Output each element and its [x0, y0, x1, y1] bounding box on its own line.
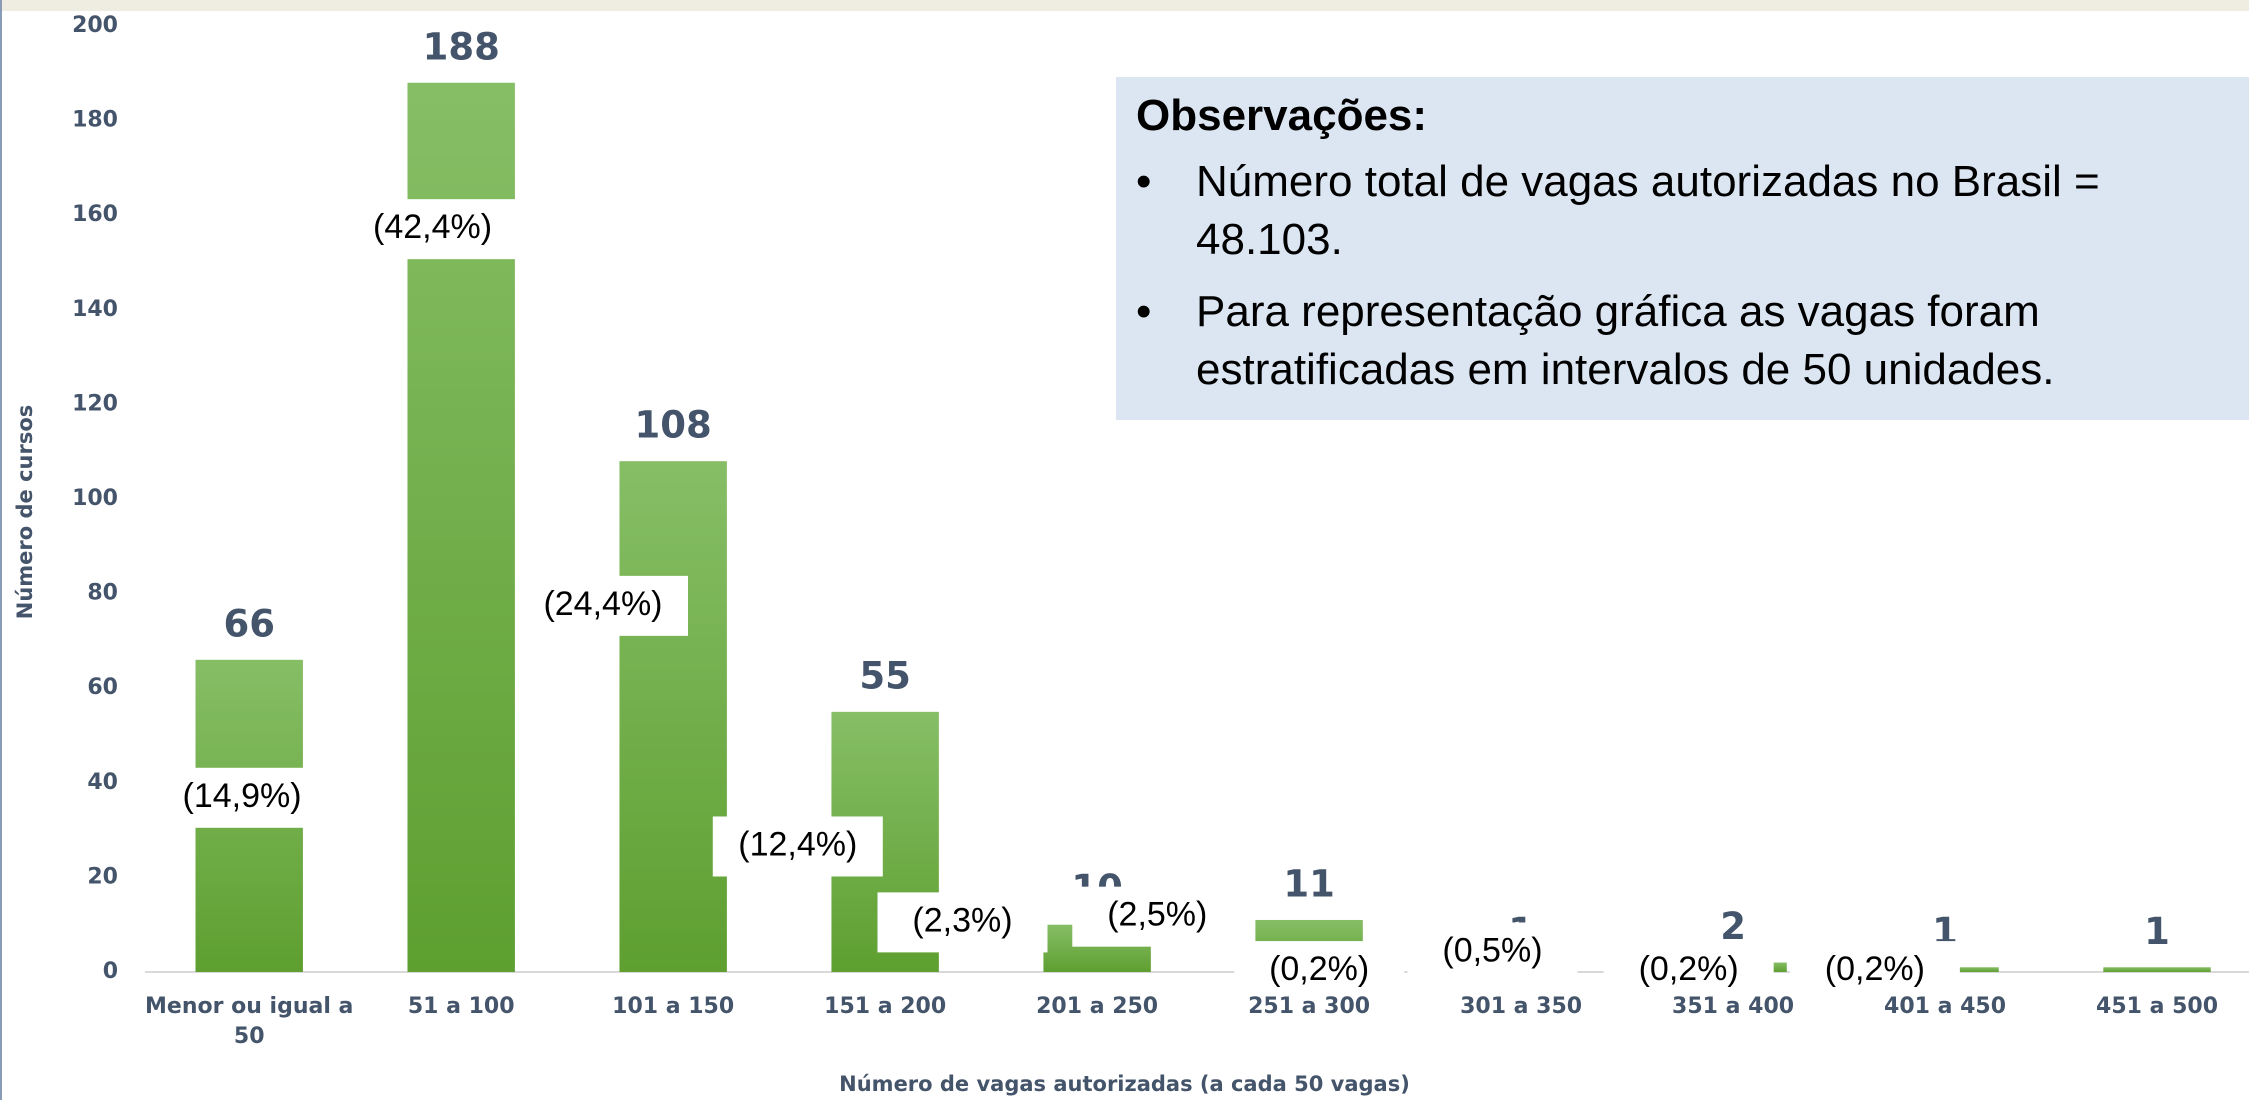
x-tick-label: 251 a 300 — [1248, 994, 1371, 1019]
value-label: 1 — [2144, 910, 2170, 953]
y-tick-label: 40 — [87, 770, 118, 795]
y-tick-label: 20 — [87, 864, 118, 889]
y-tick-label: 80 — [87, 581, 118, 606]
x-tick-label: Menor ou igual a 50 — [145, 994, 354, 1049]
y-tick-label: 60 — [87, 675, 118, 700]
percent-label-bg — [1072, 886, 1243, 947]
percent-label-bg — [347, 199, 518, 260]
percent-label-bg — [517, 575, 688, 636]
percent-label-bg — [1407, 922, 1578, 983]
y-axis-title: Número de cursos — [13, 405, 37, 620]
percent-label: (14,9%) — [183, 777, 302, 815]
percent-label: (0,2%) — [1639, 950, 1739, 988]
y-tick-label: 0 — [103, 959, 118, 984]
value-label: 11 — [1283, 862, 1335, 905]
value-label: 66 — [223, 602, 275, 645]
percent-label: (2,3%) — [912, 901, 1012, 939]
x-tick-label: 51 a 100 — [407, 994, 515, 1019]
value-label: 55 — [859, 654, 911, 697]
percent-label: (42,4%) — [373, 208, 492, 246]
x-tick-label: 201 a 250 — [1036, 994, 1159, 1019]
x-tick-label: 101 a 150 — [612, 994, 735, 1019]
percent-label-bg — [1789, 941, 1960, 1002]
percent-label-bg — [1234, 941, 1405, 1002]
x-tick-label: 301 a 350 — [1460, 994, 1583, 1019]
percent-label-bg — [877, 892, 1048, 953]
percent-label: (2,5%) — [1107, 896, 1207, 934]
annotation-list: Número total de vagas autorizadas no Bra… — [1136, 153, 2229, 399]
y-tick-label: 100 — [72, 486, 118, 511]
y-tick-label: 160 — [72, 202, 118, 227]
percent-label: (0,5%) — [1442, 931, 1542, 969]
x-tick-label: 151 a 200 — [824, 994, 947, 1019]
percent-label-bg — [1603, 941, 1774, 1002]
annotation-title: Observações: — [1136, 91, 1428, 140]
x-tick-label: 451 a 500 — [2096, 994, 2219, 1019]
y-tick-label: 140 — [72, 297, 118, 322]
percent-label-bg — [712, 816, 883, 877]
y-tick-label: 120 — [72, 391, 118, 416]
percent-label: (0,2%) — [1825, 950, 1925, 988]
bar — [2103, 967, 2211, 972]
value-label: 188 — [423, 25, 500, 68]
value-label: 108 — [635, 404, 712, 447]
annotation-box: Observações: Número total de vagas autor… — [1116, 77, 2249, 420]
y-tick-label: 200 — [72, 13, 118, 38]
annotation-item: Para representação gráfica as vagas fora… — [1136, 283, 2229, 399]
percent-label: (0,2%) — [1269, 950, 1369, 988]
percent-label: (24,4%) — [543, 585, 662, 623]
x-axis-title: Número de vagas autorizadas (a cada 50 v… — [839, 1072, 1410, 1096]
bar — [619, 461, 727, 972]
percent-label-bg — [157, 767, 328, 828]
percent-label: (12,4%) — [738, 825, 857, 863]
y-tick-label: 180 — [72, 108, 118, 133]
x-tick-label: 401 a 450 — [1884, 994, 2007, 1019]
top-band — [0, 0, 2249, 11]
annotation-item: Número total de vagas autorizadas no Bra… — [1136, 153, 2229, 269]
value-label: 2 — [1720, 905, 1746, 948]
x-tick-label: 351 a 400 — [1672, 994, 1795, 1019]
